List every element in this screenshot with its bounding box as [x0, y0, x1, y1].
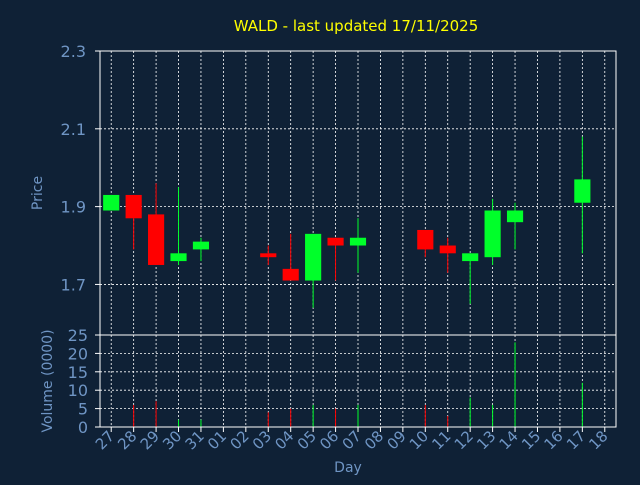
volume-bars [133, 342, 583, 427]
price-tick-label: 1.7 [61, 275, 86, 294]
candle-body [305, 233, 322, 281]
candle [417, 229, 434, 258]
candle [125, 194, 142, 250]
candle-body [439, 245, 456, 254]
candle [170, 187, 187, 265]
candle-body [574, 179, 591, 203]
candle [282, 233, 299, 281]
volume-tick-label: 20 [68, 344, 88, 363]
candle [103, 194, 120, 211]
candle [484, 198, 501, 265]
candle [506, 202, 524, 250]
price-tick-label: 2.3 [61, 42, 86, 61]
chart-title: WALD - last updated 17/11/2025 [234, 17, 479, 35]
price-tick-label: 2.1 [61, 120, 86, 139]
volume-tick-label: 0 [78, 418, 88, 437]
volume-axis-label: Volume (0000) [40, 329, 56, 432]
candle-body [103, 194, 120, 211]
candle-body [506, 210, 524, 223]
candle-body [125, 194, 142, 219]
candle-body [148, 214, 165, 265]
candle [192, 237, 210, 262]
volume-tick-label: 5 [78, 400, 88, 419]
candle [574, 136, 591, 254]
candle [327, 237, 344, 281]
x-axis-label: Day [334, 460, 362, 476]
candle [439, 237, 456, 273]
candle-body [170, 253, 187, 262]
candle [148, 183, 165, 265]
candle-body [260, 253, 277, 258]
price-tick-labels: 2.3 2.1 1.9 1.7 [61, 42, 100, 294]
x-tick-labels: 2728293031010203040506070809101112131415… [92, 427, 612, 453]
price-tick-label: 1.9 [61, 198, 86, 217]
candle [462, 253, 479, 304]
volume-tick-label: 10 [68, 381, 88, 400]
candle [260, 245, 277, 265]
price-axis-label: Price [30, 176, 46, 210]
candle-body [349, 237, 367, 246]
volume-tick-label: 15 [68, 363, 88, 382]
candle-body [417, 229, 434, 250]
candle-body [192, 241, 210, 250]
candle-body [282, 268, 299, 281]
volume-panel-frame [99, 334, 617, 428]
candles [103, 136, 591, 308]
candle-body [484, 210, 501, 258]
volume-tick-label: 25 [68, 326, 88, 345]
candle-body [327, 237, 344, 246]
candle [349, 218, 367, 273]
candle-body [462, 253, 479, 262]
candle [305, 233, 322, 308]
